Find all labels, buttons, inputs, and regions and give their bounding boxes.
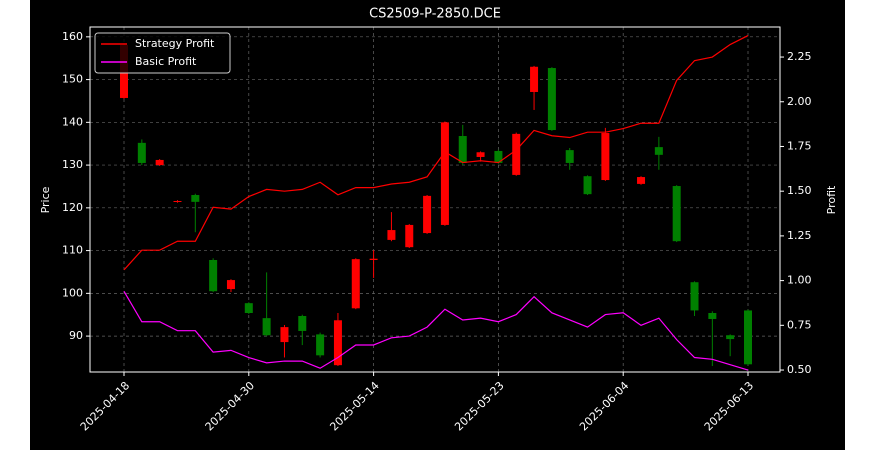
legend-box (94, 32, 231, 74)
candle-body (494, 150, 503, 163)
y-tick-label: 160 (62, 30, 83, 43)
candle-body (262, 318, 271, 336)
candle-body (690, 282, 699, 311)
candle-body (280, 327, 289, 343)
candle-body (583, 176, 592, 195)
candle-body (191, 195, 200, 202)
y2-tick-label: 0.75 (787, 318, 812, 331)
chart-title: CS2509-P-2850.DCE (369, 7, 501, 22)
candle-body (369, 258, 378, 260)
candle-body (387, 230, 396, 240)
candle-body (209, 259, 218, 292)
candle-body (672, 186, 681, 242)
y2-tick-label: 1.00 (787, 274, 812, 287)
y-tick-label: 100 (62, 286, 83, 299)
y2-tick-label: 0.50 (787, 363, 812, 376)
candle-body (601, 133, 610, 181)
candle-body (565, 150, 574, 163)
profit-line (123, 291, 749, 371)
y2-tick-label: 2.00 (787, 95, 812, 108)
y2-tick-label: 1.50 (787, 184, 812, 197)
legend-label: Strategy Profit (135, 37, 215, 50)
candle-body (440, 122, 449, 225)
candle-body (726, 335, 735, 340)
profit-line (123, 35, 749, 271)
candle-body (637, 177, 646, 184)
candle-body (423, 195, 432, 234)
candle-body (547, 68, 556, 131)
y-tick-label: 150 (62, 73, 83, 86)
candle-body (333, 320, 342, 366)
candle-body (654, 147, 663, 155)
y2-axis-label: Profit (825, 185, 838, 214)
candle-body (137, 142, 146, 163)
candle-body (351, 259, 360, 309)
candle-body (744, 310, 752, 365)
figure-background (30, 0, 845, 450)
y-axis-label: Price (39, 186, 52, 213)
candle-body (173, 200, 182, 202)
legend-label: Basic Profit (135, 55, 197, 68)
candle-body (155, 159, 164, 166)
candle-body (458, 136, 467, 163)
candle-body (298, 315, 307, 331)
y-tick-label: 120 (62, 201, 83, 214)
y-tick-label: 140 (62, 115, 83, 128)
candle-body (316, 334, 325, 356)
y2-tick-label: 1.75 (787, 139, 812, 152)
y-tick-label: 90 (69, 329, 83, 342)
plot-frame (89, 26, 781, 373)
y-tick-label: 130 (62, 158, 83, 171)
y-tick-label: 110 (62, 244, 83, 257)
candle-body (708, 313, 717, 319)
candle-body (244, 303, 253, 314)
candle-body (226, 280, 235, 290)
candle-body (476, 152, 485, 157)
candle-body (530, 66, 539, 92)
candle-body (512, 133, 521, 175)
y2-tick-label: 2.25 (787, 50, 812, 63)
y2-tick-label: 1.25 (787, 229, 812, 242)
candle-body (405, 224, 414, 248)
